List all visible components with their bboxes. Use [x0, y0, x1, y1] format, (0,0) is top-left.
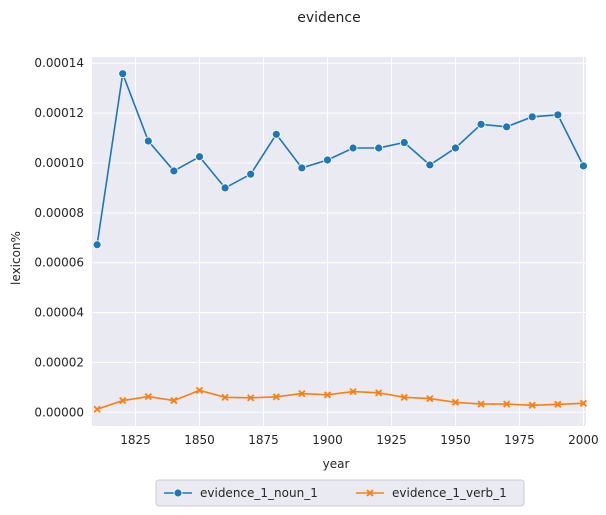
y-tick-label: 0.00012 [34, 106, 84, 120]
data-point [503, 400, 511, 408]
data-point [195, 386, 204, 394]
legend-item: evidence_1_verb_1 [356, 486, 507, 500]
data-point [195, 152, 204, 162]
data-point [451, 398, 460, 406]
legend-label: evidence_1_noun_1 [200, 486, 318, 500]
x-tick-label: 1950 [440, 433, 471, 447]
legend-box [155, 479, 525, 507]
x-axis-label: year [323, 457, 350, 471]
data-point [579, 399, 588, 407]
y-tick-label: 0.00014 [34, 56, 84, 70]
y-tick-label: 0.00000 [34, 405, 84, 419]
data-point [400, 393, 408, 401]
data-point [527, 112, 537, 122]
y-tick-label: 0.00004 [34, 306, 84, 320]
data-point [169, 166, 179, 176]
data-point [554, 400, 562, 408]
data-point [221, 393, 229, 401]
data-point [298, 389, 306, 398]
legend: evidence_1_noun_1 evidence_1_verb_1 [155, 479, 525, 507]
data-point [476, 119, 486, 129]
data-point [247, 394, 255, 402]
y-tick-label: 0.00010 [34, 156, 84, 170]
data-point [143, 136, 153, 146]
plot-area [92, 57, 586, 426]
y-tick-label: 0.00006 [34, 256, 84, 270]
x-tick-label: 1825 [120, 433, 151, 447]
data-point [399, 138, 409, 147]
data-point [426, 394, 434, 403]
data-point [502, 122, 512, 132]
data-point [272, 393, 280, 401]
data-point [375, 389, 383, 397]
legend-label: evidence_1_verb_1 [392, 486, 507, 500]
data-point [323, 155, 332, 165]
data-point [349, 387, 357, 396]
series-evidence_1_verb_1 [93, 386, 588, 413]
legend-marker [366, 489, 374, 497]
data-point [348, 143, 358, 153]
y-axis-label: lexicon% [9, 231, 23, 285]
tick-labels: 1825 1850 1875 1900 1925 1950 1975 2000 0.00000 0… [34, 56, 598, 447]
data-point [92, 240, 102, 250]
legend-item: evidence_1_noun_1 [164, 486, 318, 500]
data-point [451, 143, 460, 153]
grid-lines [92, 57, 586, 426]
data-point [246, 169, 256, 179]
legend-marker [173, 488, 183, 498]
data-point [271, 129, 281, 139]
series-line [96, 389, 584, 411]
data-point [425, 160, 435, 170]
x-tick-label: 1975 [504, 433, 535, 447]
data-point [93, 405, 101, 413]
x-tick-label: 1900 [312, 433, 343, 447]
data-point [118, 69, 128, 79]
data-point [374, 143, 384, 153]
data-point [528, 401, 536, 409]
data-point [579, 161, 588, 171]
x-tick-label: 2000 [568, 433, 599, 447]
y-tick-label: 0.00008 [34, 206, 84, 220]
chart-title: evidence [297, 10, 360, 26]
data-point [144, 392, 152, 401]
data-point [553, 110, 563, 120]
data-point [220, 183, 230, 193]
data-point [323, 391, 332, 399]
data-point [170, 396, 178, 405]
data-point [477, 400, 485, 408]
series-layer [92, 69, 588, 413]
data-point [297, 163, 307, 173]
x-tick-label: 1925 [376, 433, 407, 447]
y-tick-label: 0.00002 [34, 355, 84, 369]
x-tick-label: 1875 [248, 433, 279, 447]
series-evidence_1_noun_1 [92, 69, 588, 250]
x-tick-label: 1850 [184, 433, 215, 447]
data-point [119, 396, 127, 405]
